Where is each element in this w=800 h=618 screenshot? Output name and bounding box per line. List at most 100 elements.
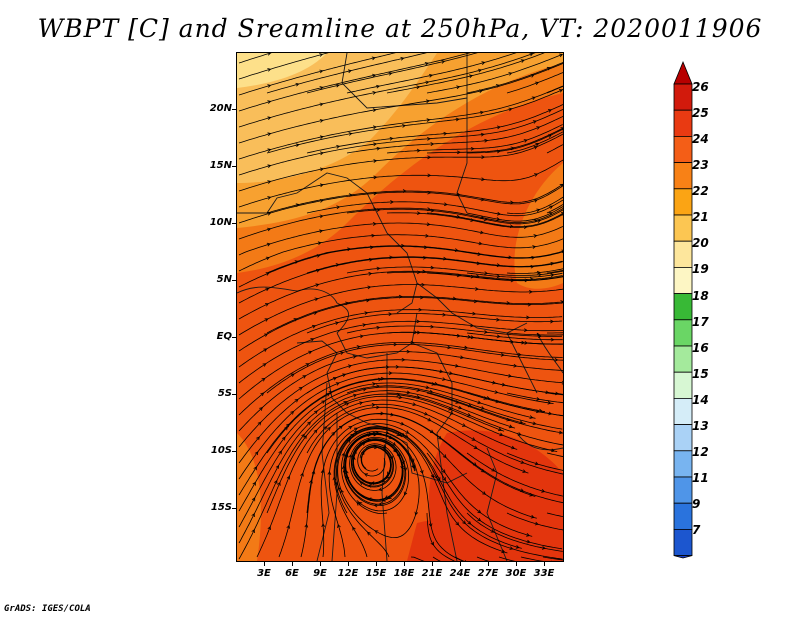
streamline [266,343,563,394]
colorbar-label: 15 [692,367,709,381]
colorbar-top-arrow [673,60,693,85]
streamline [542,556,563,561]
streamline-arrow [531,96,536,101]
streamline-arrow [402,124,407,128]
streamline-arrow [277,481,281,486]
streamline [238,63,563,144]
streamline-arrow [387,471,391,476]
streamline [266,53,427,94]
streamline-arrow [286,475,291,480]
streamline-arrow [431,382,436,386]
streamline-arrow [550,337,555,342]
streamline [238,53,536,128]
streamline-arrow [560,300,563,304]
streamline-arrow [265,272,270,276]
streamline [345,434,415,501]
streamline-arrow [359,401,364,405]
streamline [238,207,563,240]
streamline-arrow [523,328,528,333]
streamline [343,432,406,505]
streamline-arrow [266,242,271,247]
lon-tick [320,562,321,566]
lat-tick [232,166,236,167]
streamline-arrow [508,107,513,112]
streamline-arrow [480,406,485,410]
streamline-arrow [443,131,448,136]
streamline [256,399,518,558]
streamline-arrow [419,469,424,474]
streamline-arrow [290,410,295,415]
streamline-arrow [300,472,304,477]
streamline-arrow [319,214,324,219]
lat-label-eq: EQ [216,331,232,342]
streamline-arrow [429,389,434,394]
streamline-arrow [470,323,475,328]
wbpt-field-19-band [237,53,327,88]
lat-tick [232,109,236,110]
lon-tick [488,562,489,566]
streamline-arrow [454,363,460,368]
streamline-arrow [359,481,364,485]
streamline-arrow [496,274,501,279]
streamline [336,427,508,558]
streamline-arrow [416,395,421,399]
streamline-arrow [441,60,446,64]
colorbar-label: 25 [692,106,709,120]
colorbar-swatch [673,214,693,242]
streamline-arrow [388,71,393,76]
streamline-arrow [319,167,324,172]
colorbar-swatch [673,502,693,530]
streamline-arrow [464,345,469,350]
streamline [546,392,563,396]
colorbar-label: 21 [692,210,709,224]
streamline [238,378,546,496]
lon-label-6e: 6E [285,568,299,579]
streamline-arrow [517,352,522,357]
colorbar-swatch [673,240,693,268]
streamline-arrow [254,451,259,456]
colorbar-swatch [673,188,693,216]
colorbar-label: 13 [692,419,709,433]
streamline-arrow [342,468,347,473]
streamline-arrow [319,69,324,74]
streamline-arrow [480,132,485,137]
streamline-arrow [520,59,525,63]
streamline-arrow [520,488,525,492]
lon-label-24e: 24E [449,568,471,579]
streamline-arrow [267,164,272,168]
streamline-arrow [477,252,482,256]
streamline-arrow [426,222,431,227]
streamline-arrow [304,523,309,528]
streamline-arrow [495,399,500,404]
streamline-arrow [508,72,513,76]
streamline [238,386,526,528]
streamline [306,313,563,334]
streamline-arrow [477,517,482,522]
streamline-arrow [371,403,376,407]
streamline-arrow [388,371,393,375]
streamline [278,406,529,558]
streamline-arrow [537,219,542,223]
lon-tick [348,562,349,566]
streamline-arrow [372,73,377,78]
lon-label-3e: 3E [257,568,271,579]
streamline-arrow [429,429,434,434]
streamline-arrow [492,380,497,385]
streamline-arrow [530,264,535,269]
streamline-arrow [376,325,381,330]
streamline-arrow [532,245,537,249]
streamline-arrow [251,497,256,502]
streamline [238,284,563,336]
streamline-arrow [310,338,315,342]
streamline-arrow [510,200,514,205]
streamline-arrow [526,315,530,320]
streamline-arrow [267,526,271,531]
streamline-arrow [260,392,265,397]
streamline-arrow [545,390,550,395]
streamline-arrow [547,400,552,405]
streamline-arrow [531,255,536,260]
streamline-arrow [522,469,527,473]
streamline-arrow [376,208,381,212]
streamline-arrow [416,319,421,324]
streamline-arrow [442,377,447,381]
